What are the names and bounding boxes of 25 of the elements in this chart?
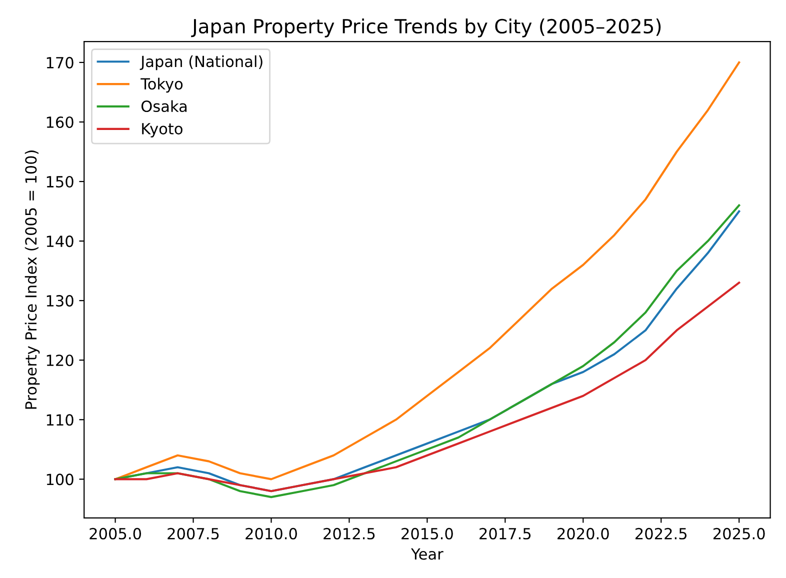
y-axis-title: Property Price Index (2005 = 100) (24, 150, 40, 409)
x-tick-label: 2015.0 (402, 528, 453, 540)
x-tick-label: 2007.5 (168, 528, 219, 540)
y-tick-label: 170 (46, 56, 74, 68)
x-tick-label: 2017.5 (480, 528, 531, 540)
y-tick-label: 150 (46, 176, 74, 188)
legend-label: Kyoto (142, 123, 182, 138)
x-axis-title: Year (410, 548, 444, 560)
x-tick-label: 2025.0 (713, 528, 765, 540)
x-tick-label: 2012.5 (324, 528, 375, 540)
x-tick-label: 2020.0 (558, 528, 609, 540)
x-tick-label: 2005.0 (90, 528, 142, 540)
legend-label: Osaka (141, 100, 187, 112)
y-tick-label: 160 (46, 116, 74, 128)
x-tick-label: 2010.0 (246, 528, 297, 540)
y-tick-label: 110 (46, 414, 74, 426)
chart-title: Japan Property Price Trends by City (2005–2025) (191, 18, 661, 38)
y-tick-label: 130 (46, 295, 74, 307)
y-tick-label: 120 (46, 354, 74, 366)
legend-label: Japan (National) (140, 55, 262, 70)
y-tick-label: 140 (46, 236, 74, 248)
line-series (114, 282, 740, 492)
legend-label: Tokyo (140, 78, 183, 93)
y-tick-label: 100 (46, 474, 74, 486)
x-tick-label: 2022.5 (636, 528, 687, 540)
